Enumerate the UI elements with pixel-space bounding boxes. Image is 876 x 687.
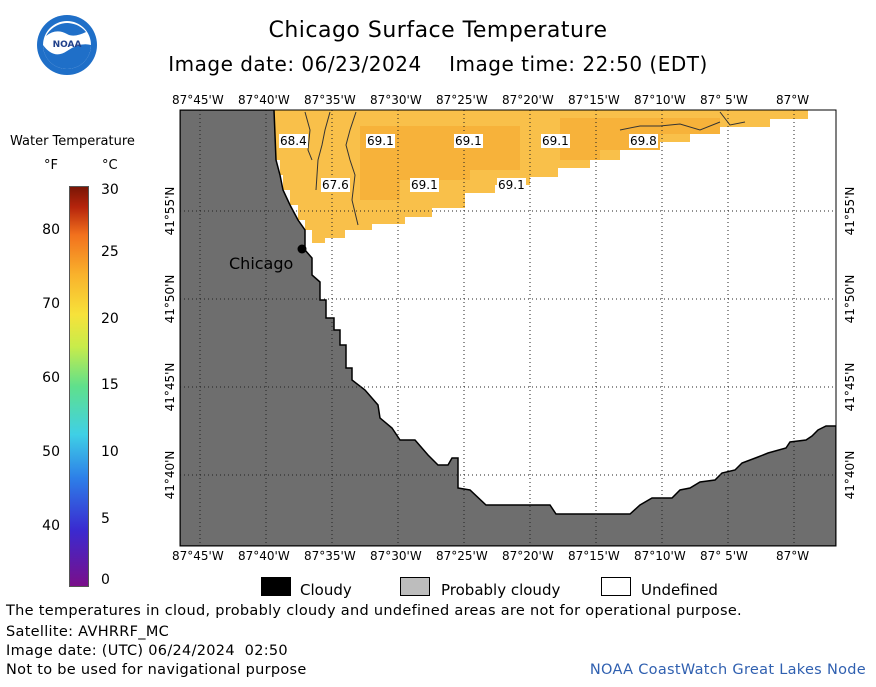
- utc-image-date: Image date: (UTC) 06/24/2024 02:50: [6, 643, 288, 659]
- credit-text: NOAA CoastWatch Great Lakes Node: [589, 662, 866, 678]
- longitude-label: 87°30'W: [370, 93, 422, 107]
- celsius-tick: 25: [101, 244, 119, 260]
- navigation-warning: Not to be used for navigational purpose: [6, 662, 307, 678]
- undefined-swatch: [601, 577, 631, 596]
- fahrenheit-tick: 50: [42, 444, 60, 460]
- temperature-label: 67.6: [321, 178, 350, 192]
- temperature-label: 69.8: [629, 134, 658, 148]
- latitude-label: 41°55'N: [163, 186, 177, 236]
- celsius-tick: 5: [101, 511, 110, 527]
- latitude-label: 41°55'N: [843, 186, 857, 236]
- temperature-label: 69.1: [541, 134, 570, 148]
- cloudy-swatch: [261, 577, 291, 596]
- page-title: Chicago Surface Temperature: [268, 18, 608, 43]
- temperature-contours: [304, 111, 746, 226]
- celsius-tick: 15: [101, 377, 119, 393]
- fahrenheit-tick: 80: [42, 222, 60, 238]
- disclaimer-note: The temperatures in cloud, probably clou…: [6, 603, 742, 619]
- latitude-label: 41°45'N: [843, 362, 857, 412]
- latitude-label: 41°50'N: [163, 274, 177, 324]
- chicago-marker: [297, 244, 307, 254]
- noaa-logo-text: NOAA: [53, 40, 82, 50]
- latitude-label: 41°40'N: [163, 450, 177, 500]
- longitude-label: 87°35'W: [304, 93, 356, 107]
- longitude-label: 87°10'W: [634, 93, 686, 107]
- undefined-label: Undefined: [641, 581, 718, 599]
- longitude-label: 87°15'W: [568, 549, 620, 563]
- temperature-label: 69.1: [410, 178, 439, 192]
- longitude-label: 87° 5'W: [700, 549, 748, 563]
- probably-cloudy-label: Probably cloudy: [441, 581, 561, 599]
- longitude-label: 87°40'W: [238, 93, 290, 107]
- image-date-time: Image date: 06/23/2024 Image time: 22:50…: [168, 52, 708, 76]
- latitude-label: 41°45'N: [163, 362, 177, 412]
- longitude-label: 87°15'W: [568, 93, 620, 107]
- celsius-tick: 0: [101, 572, 110, 588]
- city-label-chicago: Chicago: [229, 254, 294, 273]
- longitude-label: 87° 5'W: [700, 93, 748, 107]
- map-graticule: [180, 110, 836, 546]
- longitude-label: 87°20'W: [502, 549, 554, 563]
- longitude-label: 87°W: [776, 549, 810, 563]
- fahrenheit-tick: 60: [42, 370, 60, 386]
- map-frame: [179, 109, 837, 547]
- temperature-label: 69.1: [454, 134, 483, 148]
- probably-cloudy-swatch: [400, 577, 430, 596]
- longitude-label: 87°30'W: [370, 549, 422, 563]
- longitude-label: 87°10'W: [634, 549, 686, 563]
- noaa-logo-icon: NOAA: [37, 15, 97, 75]
- longitude-label: 87°40'W: [238, 549, 290, 563]
- celsius-unit: °C: [102, 158, 118, 173]
- longitude-label: 87°20'W: [502, 93, 554, 107]
- fahrenheit-tick: 70: [42, 296, 60, 312]
- temperature-label: 69.1: [497, 178, 526, 192]
- land-area: [180, 110, 836, 546]
- celsius-tick: 30: [101, 182, 119, 198]
- longitude-label: 87°25'W: [436, 549, 488, 563]
- longitude-label: 87°45'W: [172, 549, 224, 563]
- longitude-label: 87°45'W: [172, 93, 224, 107]
- latitude-label: 41°40'N: [843, 450, 857, 500]
- longitude-label: 87°W: [776, 93, 810, 107]
- celsius-tick: 10: [101, 444, 119, 460]
- cloudy-label: Cloudy: [300, 581, 352, 599]
- longitude-label: 87°35'W: [304, 549, 356, 563]
- fahrenheit-tick: 40: [42, 518, 60, 534]
- legend-title: Water Temperature: [10, 134, 135, 149]
- celsius-tick: 20: [101, 311, 119, 327]
- satellite-info: Satellite: AVHRRF_MC: [6, 624, 170, 640]
- fahrenheit-unit: °F: [44, 158, 58, 173]
- latitude-label: 41°50'N: [843, 274, 857, 324]
- temperature-colorbar: [69, 186, 89, 587]
- longitude-label: 87°25'W: [436, 93, 488, 107]
- temperature-label: 69.1: [366, 134, 395, 148]
- temperature-label: 68.4: [279, 134, 308, 148]
